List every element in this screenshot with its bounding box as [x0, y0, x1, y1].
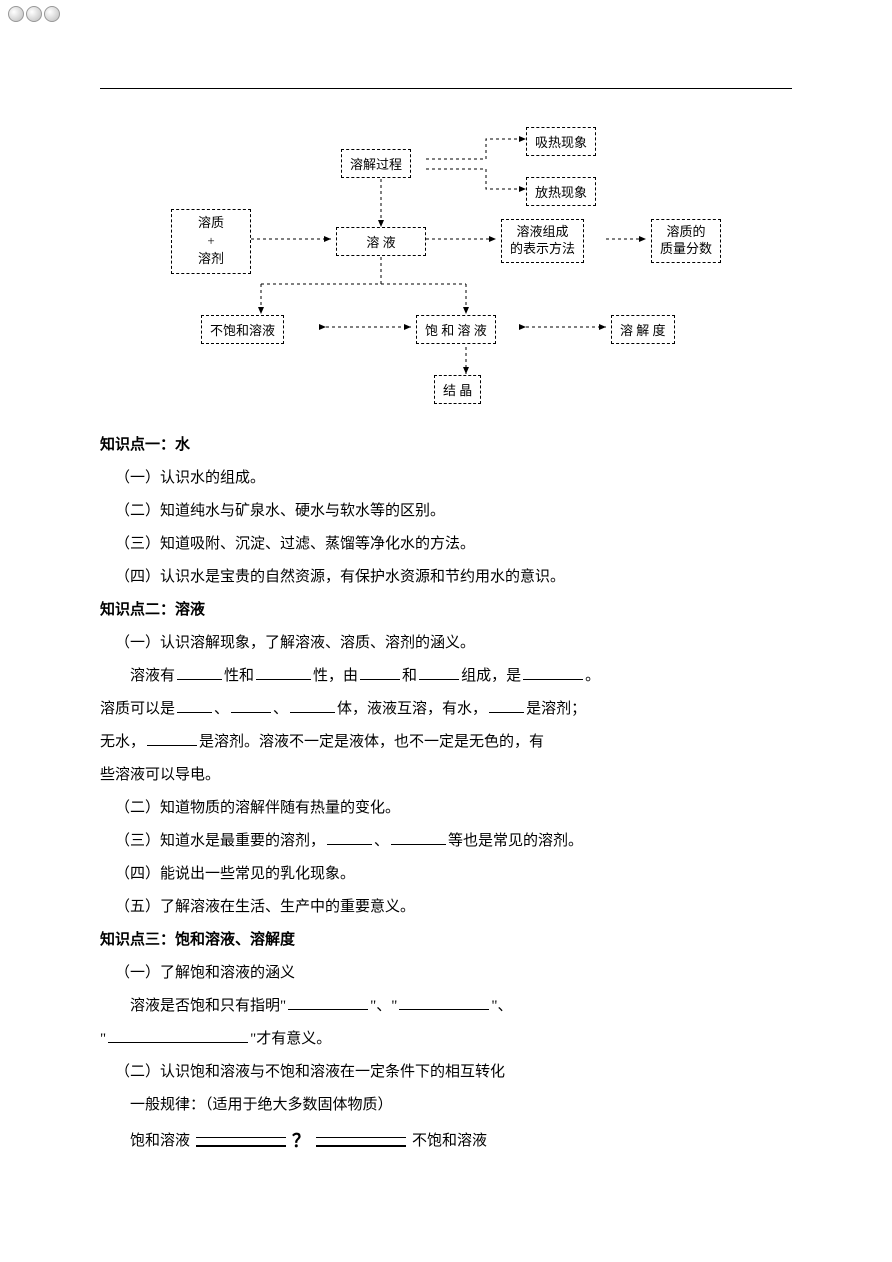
blank — [290, 697, 335, 713]
node-solute-solvent: 溶质 + 溶剂 — [171, 209, 251, 274]
point: （二）知道物质的溶解伴随有热量的变化。 — [100, 792, 792, 825]
text: 溶液有 — [130, 668, 175, 684]
window-controls — [0, 0, 892, 28]
equilibrium-line: 饱和溶液 ？ 不饱和溶液 — [130, 1122, 792, 1162]
point: （二）认识饱和溶液与不饱和溶液在一定条件下的相互转化 — [100, 1056, 792, 1089]
label: 溶剂 — [180, 250, 242, 268]
eq-left: 饱和溶液 — [130, 1125, 190, 1158]
node-endothermic: 吸热现象 — [526, 127, 596, 156]
node-exothermic: 放热现象 — [526, 177, 596, 206]
node-crystal: 结 晶 — [434, 375, 481, 404]
text: 是溶剂； — [526, 701, 586, 717]
node-solution: 溶 液 — [336, 227, 426, 256]
node-saturated: 饱 和 溶 液 — [416, 315, 496, 344]
text: 溶液是否饱和只有指明 — [130, 998, 280, 1014]
blank — [523, 664, 583, 680]
point: （四）能说出一些常见的乳化现象。 — [100, 858, 792, 891]
text: " — [100, 1031, 106, 1047]
label: + — [180, 232, 242, 250]
heading-2: 知识点二：溶液 — [100, 594, 792, 627]
blank — [177, 664, 222, 680]
harpoon-icon — [316, 1133, 406, 1151]
label: 溶液组成 — [510, 224, 575, 241]
point: （一）认识水的组成。 — [100, 462, 792, 495]
concept-diagram: 溶质 + 溶剂 溶解过程 吸热现象 放热现象 溶 液 溶液组成 的表示方法 溶质… — [166, 119, 726, 409]
text: 等也是常见的溶剂。 — [448, 833, 583, 849]
text-content: 知识点一：水 （一）认识水的组成。 （二）知道纯水与矿泉水、硬水与软水等的区别。… — [100, 429, 792, 1162]
label: 溶质的 — [660, 224, 712, 241]
text: 和 — [402, 668, 417, 684]
fill-line: " "才有意义。 — [100, 1023, 792, 1056]
text: 、 — [214, 701, 229, 717]
text: 无水， — [100, 734, 145, 750]
harpoon-icon — [196, 1133, 286, 1151]
blank — [288, 994, 368, 1010]
blank — [489, 697, 524, 713]
eq-question: ？ — [292, 1122, 310, 1162]
node-unsaturated: 不饱和溶液 — [201, 315, 284, 344]
fill-line: 溶液是否饱和只有指明" "、" "、 — [100, 990, 792, 1023]
point: （二）知道纯水与矿泉水、硬水与软水等的区别。 — [100, 495, 792, 528]
label: 溶质 — [180, 214, 242, 232]
top-rule — [100, 88, 792, 89]
fill-line: （三）知道水是最重要的溶剂， 、 等也是常见的溶剂。 — [100, 825, 792, 858]
text: "才有意义。 — [250, 1031, 331, 1047]
point: （四）认识水是宝贵的自然资源，有保护水资源和节约用水的意识。 — [100, 561, 792, 594]
blank — [391, 829, 446, 845]
text: 组成，是 — [461, 668, 521, 684]
blank — [177, 697, 212, 713]
blank — [231, 697, 271, 713]
heading-3: 知识点三：饱和溶液、溶解度 — [100, 924, 792, 957]
point: （五）了解溶液在生活、生产中的重要意义。 — [100, 891, 792, 924]
control-dot-icon — [26, 6, 42, 22]
node-mass-fraction: 溶质的 质量分数 — [651, 219, 721, 263]
heading-1: 知识点一：水 — [100, 429, 792, 462]
node-composition: 溶液组成 的表示方法 — [501, 219, 584, 263]
text: 性和 — [224, 668, 254, 684]
page: 溶质 + 溶剂 溶解过程 吸热现象 放热现象 溶 液 溶液组成 的表示方法 溶质… — [0, 28, 892, 1202]
control-dot-icon — [8, 6, 24, 22]
blank — [399, 994, 489, 1010]
blank — [327, 829, 372, 845]
text: "、" — [370, 998, 397, 1014]
text: 性，由 — [313, 668, 358, 684]
text: 溶质可以是 — [100, 701, 175, 717]
label: 的表示方法 — [510, 241, 575, 258]
blank — [108, 1027, 248, 1043]
text-line: 些溶液可以导电。 — [100, 759, 792, 792]
node-solubility: 溶 解 度 — [611, 315, 675, 344]
control-dot-icon — [44, 6, 60, 22]
blank — [419, 664, 459, 680]
text: 、 — [273, 701, 288, 717]
blank — [147, 730, 197, 746]
text: 是溶剂。溶液不一定是液体，也不一定是无色的，有 — [199, 734, 544, 750]
eq-right: 不饱和溶液 — [412, 1125, 487, 1158]
rule-text: 一般规律：（适用于绝大多数固体物质） — [100, 1089, 792, 1122]
text: （三）知道水是最重要的溶剂， — [115, 833, 325, 849]
fill-line: 无水， 是溶剂。溶液不一定是液体，也不一定是无色的，有 — [100, 726, 792, 759]
text: 、 — [374, 833, 389, 849]
fill-line: 溶液有 性和 性，由 和 组成，是 。 — [100, 660, 792, 693]
point: （三）知道吸附、沉淀、过滤、蒸馏等净化水的方法。 — [100, 528, 792, 561]
text: " — [280, 998, 286, 1014]
point: （一）了解饱和溶液的涵义 — [100, 957, 792, 990]
point: （一）认识溶解现象，了解溶液、溶质、溶剂的涵义。 — [100, 627, 792, 660]
text: 体，液液互溶，有水， — [337, 701, 487, 717]
blank — [360, 664, 400, 680]
text: "、 — [491, 998, 512, 1014]
fill-line: 溶质可以是 、 、 体，液液互溶，有水， 是溶剂； — [100, 693, 792, 726]
blank — [256, 664, 311, 680]
text: 。 — [585, 668, 600, 684]
label: 质量分数 — [660, 241, 712, 258]
node-process: 溶解过程 — [341, 149, 411, 178]
